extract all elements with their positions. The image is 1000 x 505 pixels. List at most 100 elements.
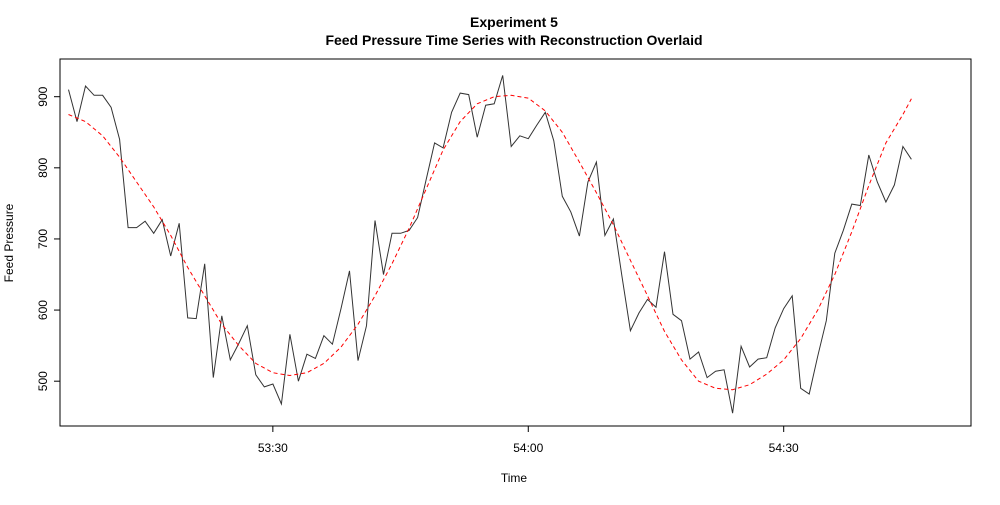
- feed-pressure-point: [340, 308, 341, 309]
- y-axis-label: Feed Pressure: [2, 203, 16, 282]
- feed-pressure-point: [579, 235, 580, 236]
- feed-pressure-point: [638, 312, 639, 313]
- feed-pressure-point: [85, 85, 86, 86]
- reconstruction-point: [545, 110, 546, 111]
- feed-pressure-point: [485, 105, 486, 106]
- reconstruction-point: [306, 372, 307, 373]
- reconstruction-point: [170, 235, 171, 236]
- x-tick-label: 53:30: [258, 441, 288, 455]
- feed-pressure-point: [238, 343, 239, 344]
- reconstruction-point: [868, 185, 869, 186]
- reconstruction-point: [715, 388, 716, 389]
- reconstruction-point: [885, 142, 886, 143]
- feed-pressure-point: [613, 218, 614, 219]
- feed-pressure-point: [426, 179, 427, 180]
- reconstruction-point: [562, 132, 563, 133]
- reconstruction-point: [494, 96, 495, 97]
- feed-pressure-point: [681, 320, 682, 321]
- feed-pressure-point: [536, 125, 537, 126]
- feed-pressure-point: [800, 388, 801, 389]
- feed-pressure-point: [417, 217, 418, 218]
- feed-pressure-point: [451, 112, 452, 113]
- feed-pressure-point: [170, 255, 171, 256]
- feed-pressure-point: [93, 95, 94, 96]
- feed-pressure-point: [621, 275, 622, 276]
- feed-pressure-point: [723, 369, 724, 370]
- reconstruction-point: [613, 224, 614, 225]
- feed-pressure-point: [672, 314, 673, 315]
- reconstruction-point: [119, 157, 120, 158]
- feed-pressure-point: [332, 344, 333, 345]
- x-tick-label: 54:30: [769, 441, 799, 455]
- feed-pressure-point: [766, 357, 767, 358]
- feed-pressure-point: [877, 181, 878, 182]
- feed-pressure-point: [179, 223, 180, 224]
- feed-pressure-point: [145, 221, 146, 222]
- feed-pressure-point: [885, 201, 886, 202]
- reconstruction-point: [68, 114, 69, 115]
- feed-pressure-point: [281, 403, 282, 404]
- reconstruction-point: [221, 324, 222, 325]
- feed-pressure-point: [434, 142, 435, 143]
- feed-pressure-point: [230, 359, 231, 360]
- feed-pressure-point: [868, 154, 869, 155]
- feed-pressure-point: [894, 184, 895, 185]
- feed-pressure-point: [102, 95, 103, 96]
- feed-pressure-point: [400, 233, 401, 234]
- reconstruction-point: [902, 114, 903, 115]
- feed-pressure-point: [749, 366, 750, 367]
- feed-pressure-point: [264, 386, 265, 387]
- reconstruction-point: [783, 359, 784, 360]
- reconstruction-point: [834, 274, 835, 275]
- feed-pressure-point: [809, 393, 810, 394]
- feed-pressure-point: [604, 235, 605, 236]
- feed-pressure-point: [664, 251, 665, 252]
- feed-pressure-point: [511, 146, 512, 147]
- feed-pressure-point: [255, 374, 256, 375]
- feed-pressure-point: [468, 94, 469, 95]
- reconstruction-point: [340, 346, 341, 347]
- feed-pressure-point: [817, 356, 818, 357]
- reconstruction-point: [102, 135, 103, 136]
- feed-pressure-point: [655, 307, 656, 308]
- feed-pressure-point: [247, 325, 248, 326]
- feed-pressure-point: [315, 358, 316, 359]
- reconstruction-point: [187, 267, 188, 268]
- feed-pressure-point: [698, 351, 699, 352]
- reconstruction-point: [153, 206, 154, 207]
- feed-pressure-point: [119, 139, 120, 140]
- feed-pressure-point: [383, 274, 384, 275]
- feed-pressure-point: [562, 196, 563, 197]
- reconstruction-point: [443, 149, 444, 150]
- plot-frame: [59, 58, 972, 427]
- reconstruction-point: [289, 375, 290, 376]
- reconstruction-point: [528, 98, 529, 99]
- feed-pressure-point: [860, 205, 861, 206]
- feed-pressure-point: [349, 270, 350, 271]
- x-axis-label: Time: [501, 471, 528, 485]
- feed-pressure-point: [357, 360, 358, 361]
- feed-pressure-point: [647, 299, 648, 300]
- feed-pressure-point: [758, 359, 759, 360]
- feed-pressure-point: [298, 381, 299, 382]
- reconstruction-point: [647, 295, 648, 296]
- feed-pressure-point: [460, 93, 461, 94]
- reconstruction-line: [68, 94, 912, 391]
- reconstruction-point: [136, 181, 137, 182]
- reconstruction-point: [681, 359, 682, 360]
- reconstruction-point: [204, 295, 205, 296]
- feed-pressure-point: [272, 383, 273, 384]
- feed-pressure-point: [715, 371, 716, 372]
- feed-pressure-point: [911, 159, 912, 160]
- reconstruction-point: [851, 231, 852, 232]
- chart-subtitle: Feed Pressure Time Series with Reconstru…: [325, 32, 702, 48]
- feed-pressure-point: [843, 230, 844, 231]
- feed-pressure-point: [323, 335, 324, 336]
- feed-pressure-point: [221, 315, 222, 316]
- y-tick-label: 600: [36, 300, 50, 320]
- y-tick-label: 700: [36, 229, 50, 249]
- feed-pressure-point: [826, 320, 827, 321]
- series-layer: [68, 75, 912, 414]
- reconstruction-point: [766, 373, 767, 374]
